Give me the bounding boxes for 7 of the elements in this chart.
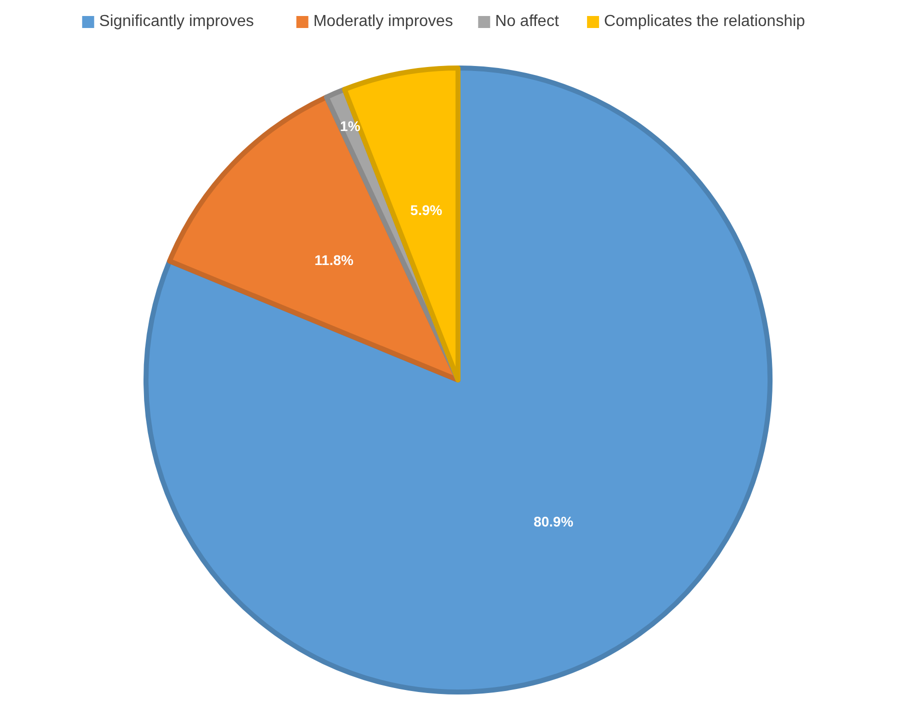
data-label: 11.8% xyxy=(314,252,354,268)
legend-label: Significantly improves xyxy=(99,13,254,30)
legend-label: Complicates the relationship xyxy=(604,13,806,30)
data-label: 5.9% xyxy=(410,202,443,218)
legend-label: Moderatly improves xyxy=(313,13,453,30)
data-label: 80.9% xyxy=(534,513,574,530)
legend-label: No affect xyxy=(495,13,560,30)
